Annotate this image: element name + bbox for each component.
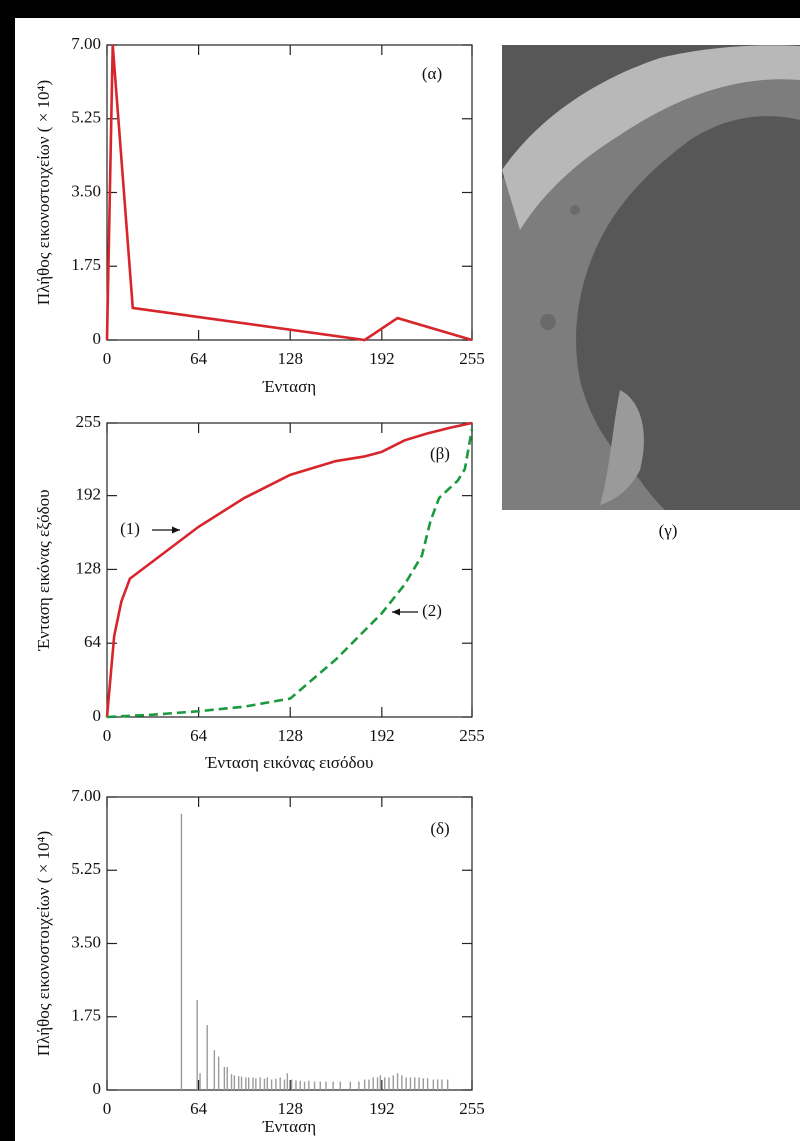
x-tick-label: 192 bbox=[369, 726, 395, 745]
y-tick-label: 3.50 bbox=[71, 181, 101, 200]
image-caption: (γ) bbox=[659, 521, 678, 540]
y-axis-label: Ένταση εικόνας εξόδου bbox=[34, 489, 53, 651]
x-axis-label: Ένταση bbox=[262, 1117, 316, 1136]
y-tick-label: 0 bbox=[93, 329, 102, 348]
panel-label: (α) bbox=[422, 64, 442, 83]
x-tick-label: 128 bbox=[277, 349, 303, 368]
x-tick-label: 192 bbox=[369, 1099, 395, 1118]
photo bbox=[502, 45, 800, 510]
x-tick-label: 255 bbox=[459, 726, 485, 745]
y-tick-label: 3.50 bbox=[71, 932, 101, 951]
x-tick-label: 192 bbox=[369, 349, 395, 368]
x-tick-label: 128 bbox=[277, 1099, 303, 1118]
y-tick-label: 255 bbox=[76, 412, 102, 431]
y-tick-label: 5.25 bbox=[71, 859, 101, 878]
series-arrowhead bbox=[392, 608, 400, 616]
x-tick-label: 64 bbox=[190, 726, 208, 745]
series-label: (1) bbox=[120, 519, 140, 538]
y-tick-label: 7.00 bbox=[71, 34, 101, 53]
x-tick-label: 255 bbox=[459, 349, 485, 368]
y-tick-label: 0 bbox=[93, 706, 102, 725]
x-tick-label: 0 bbox=[103, 1099, 112, 1118]
y-tick-label: 7.00 bbox=[71, 786, 101, 805]
panel-label: (δ) bbox=[430, 819, 449, 838]
y-tick-label: 192 bbox=[76, 485, 102, 504]
x-tick-label: 255 bbox=[459, 1099, 485, 1118]
data-line bbox=[105, 44, 473, 342]
panel-label: (β) bbox=[430, 444, 450, 463]
x-tick-label: 0 bbox=[103, 726, 112, 745]
y-axis-label: Πλήθος εικονοστοιχείων ( × 10⁴) bbox=[34, 831, 53, 1056]
y-tick-label: 0 bbox=[93, 1079, 102, 1098]
x-tick-label: 0 bbox=[103, 349, 112, 368]
y-tick-label: 1.75 bbox=[71, 255, 101, 274]
y-tick-label: 64 bbox=[84, 632, 102, 651]
y-tick-label: 128 bbox=[76, 558, 102, 577]
y-axis-label: Πλήθος εικονοστοιχείων ( × 10⁴) bbox=[34, 80, 53, 305]
x-axis-label: Ένταση bbox=[262, 377, 316, 396]
x-tick-label: 128 bbox=[277, 726, 303, 745]
y-tick-label: 5.25 bbox=[71, 108, 101, 127]
x-tick-label: 64 bbox=[190, 349, 208, 368]
x-tick-label: 64 bbox=[190, 1099, 208, 1118]
x-axis-label: Ένταση εικόνας εισόδου bbox=[205, 753, 374, 772]
data-line bbox=[106, 428, 474, 719]
y-tick-label: 1.75 bbox=[71, 1006, 101, 1025]
data-line bbox=[105, 421, 473, 718]
series-label: (2) bbox=[422, 601, 442, 620]
series-arrowhead bbox=[172, 526, 180, 534]
